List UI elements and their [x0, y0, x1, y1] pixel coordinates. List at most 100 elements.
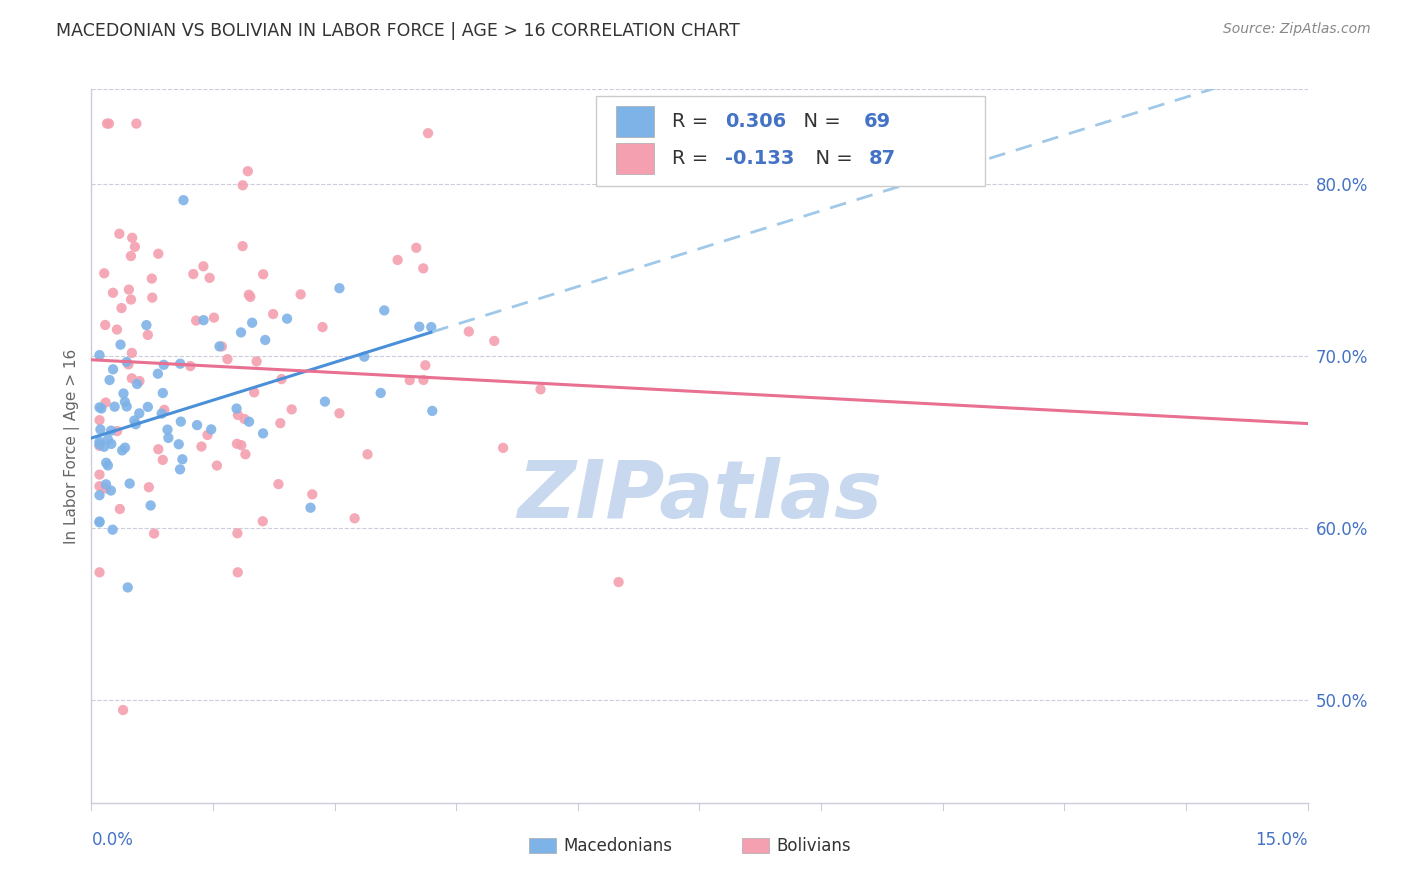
Text: MACEDONIAN VS BOLIVIAN IN LABOR FORCE | AGE > 16 CORRELATION CHART: MACEDONIAN VS BOLIVIAN IN LABOR FORCE | …: [56, 22, 740, 40]
Point: [276, 311, 298, 326]
Point: [101, 523, 124, 537]
Point: [108, 227, 131, 241]
Point: [370, 386, 392, 401]
Point: [152, 358, 174, 372]
Point: [96, 456, 118, 470]
Point: [243, 385, 266, 400]
Point: [299, 500, 322, 515]
Point: [108, 502, 131, 516]
Point: [529, 383, 551, 397]
FancyBboxPatch shape: [616, 105, 654, 137]
Point: [94, 395, 117, 409]
Point: [373, 303, 395, 318]
Point: [124, 240, 146, 254]
Point: [146, 367, 169, 381]
Point: [104, 400, 127, 414]
Point: [128, 406, 150, 420]
Point: [114, 441, 136, 455]
Point: [115, 400, 138, 414]
Point: [121, 346, 143, 360]
Point: [138, 480, 160, 494]
Y-axis label: In Labor Force | Age > 16: In Labor Force | Age > 16: [65, 349, 80, 543]
Point: [112, 386, 135, 401]
Point: [117, 357, 139, 371]
FancyBboxPatch shape: [529, 838, 555, 853]
Text: -0.133: -0.133: [725, 149, 794, 168]
Text: 0.0%: 0.0%: [91, 831, 134, 849]
Point: [208, 339, 231, 353]
Point: [607, 575, 630, 590]
Point: [356, 447, 378, 461]
Point: [141, 291, 163, 305]
Point: [97, 458, 120, 473]
Point: [89, 422, 111, 436]
Point: [148, 442, 170, 457]
Point: [245, 354, 267, 368]
Point: [311, 320, 333, 334]
Point: [115, 355, 138, 369]
Point: [232, 178, 254, 193]
Point: [89, 479, 111, 493]
Point: [232, 239, 254, 253]
Point: [172, 452, 194, 467]
Point: [211, 339, 233, 353]
Point: [89, 516, 111, 530]
Point: [152, 453, 174, 467]
Point: [398, 373, 420, 387]
Point: [118, 283, 141, 297]
Point: [186, 418, 208, 433]
Point: [416, 126, 439, 140]
Point: [96, 117, 118, 131]
Text: 69: 69: [863, 112, 891, 131]
Text: 0.306: 0.306: [725, 112, 786, 131]
Point: [114, 395, 136, 409]
Point: [267, 477, 290, 491]
Point: [148, 246, 170, 260]
Point: [117, 581, 139, 595]
Point: [152, 386, 174, 401]
Point: [110, 337, 132, 351]
Point: [235, 447, 257, 461]
Point: [328, 406, 350, 420]
Point: [415, 359, 437, 373]
Point: [239, 290, 262, 304]
Point: [89, 434, 111, 449]
Point: [198, 271, 221, 285]
Point: [98, 117, 121, 131]
Point: [139, 499, 162, 513]
Point: [301, 487, 323, 501]
Point: [105, 322, 128, 336]
Point: [290, 287, 312, 301]
Point: [101, 285, 124, 300]
Point: [231, 438, 253, 452]
Point: [121, 231, 143, 245]
Point: [125, 376, 148, 391]
Point: [89, 437, 111, 451]
Point: [112, 703, 135, 717]
Point: [184, 313, 207, 327]
Point: [202, 310, 225, 325]
Point: [89, 439, 111, 453]
Point: [98, 373, 121, 387]
Point: [484, 334, 506, 348]
Point: [229, 326, 252, 340]
Point: [217, 352, 239, 367]
Point: [226, 566, 249, 580]
Point: [262, 307, 284, 321]
Text: 87: 87: [869, 149, 896, 168]
Point: [167, 437, 190, 451]
Point: [124, 413, 146, 427]
Point: [157, 431, 180, 445]
Point: [136, 327, 159, 342]
Point: [387, 252, 409, 267]
Point: [170, 415, 193, 429]
Point: [150, 407, 173, 421]
Point: [128, 374, 150, 388]
Point: [121, 371, 143, 385]
Point: [111, 443, 134, 458]
Point: [120, 249, 142, 263]
Point: [269, 416, 291, 430]
Point: [120, 293, 142, 307]
Text: R =: R =: [672, 149, 714, 168]
Point: [94, 318, 117, 332]
